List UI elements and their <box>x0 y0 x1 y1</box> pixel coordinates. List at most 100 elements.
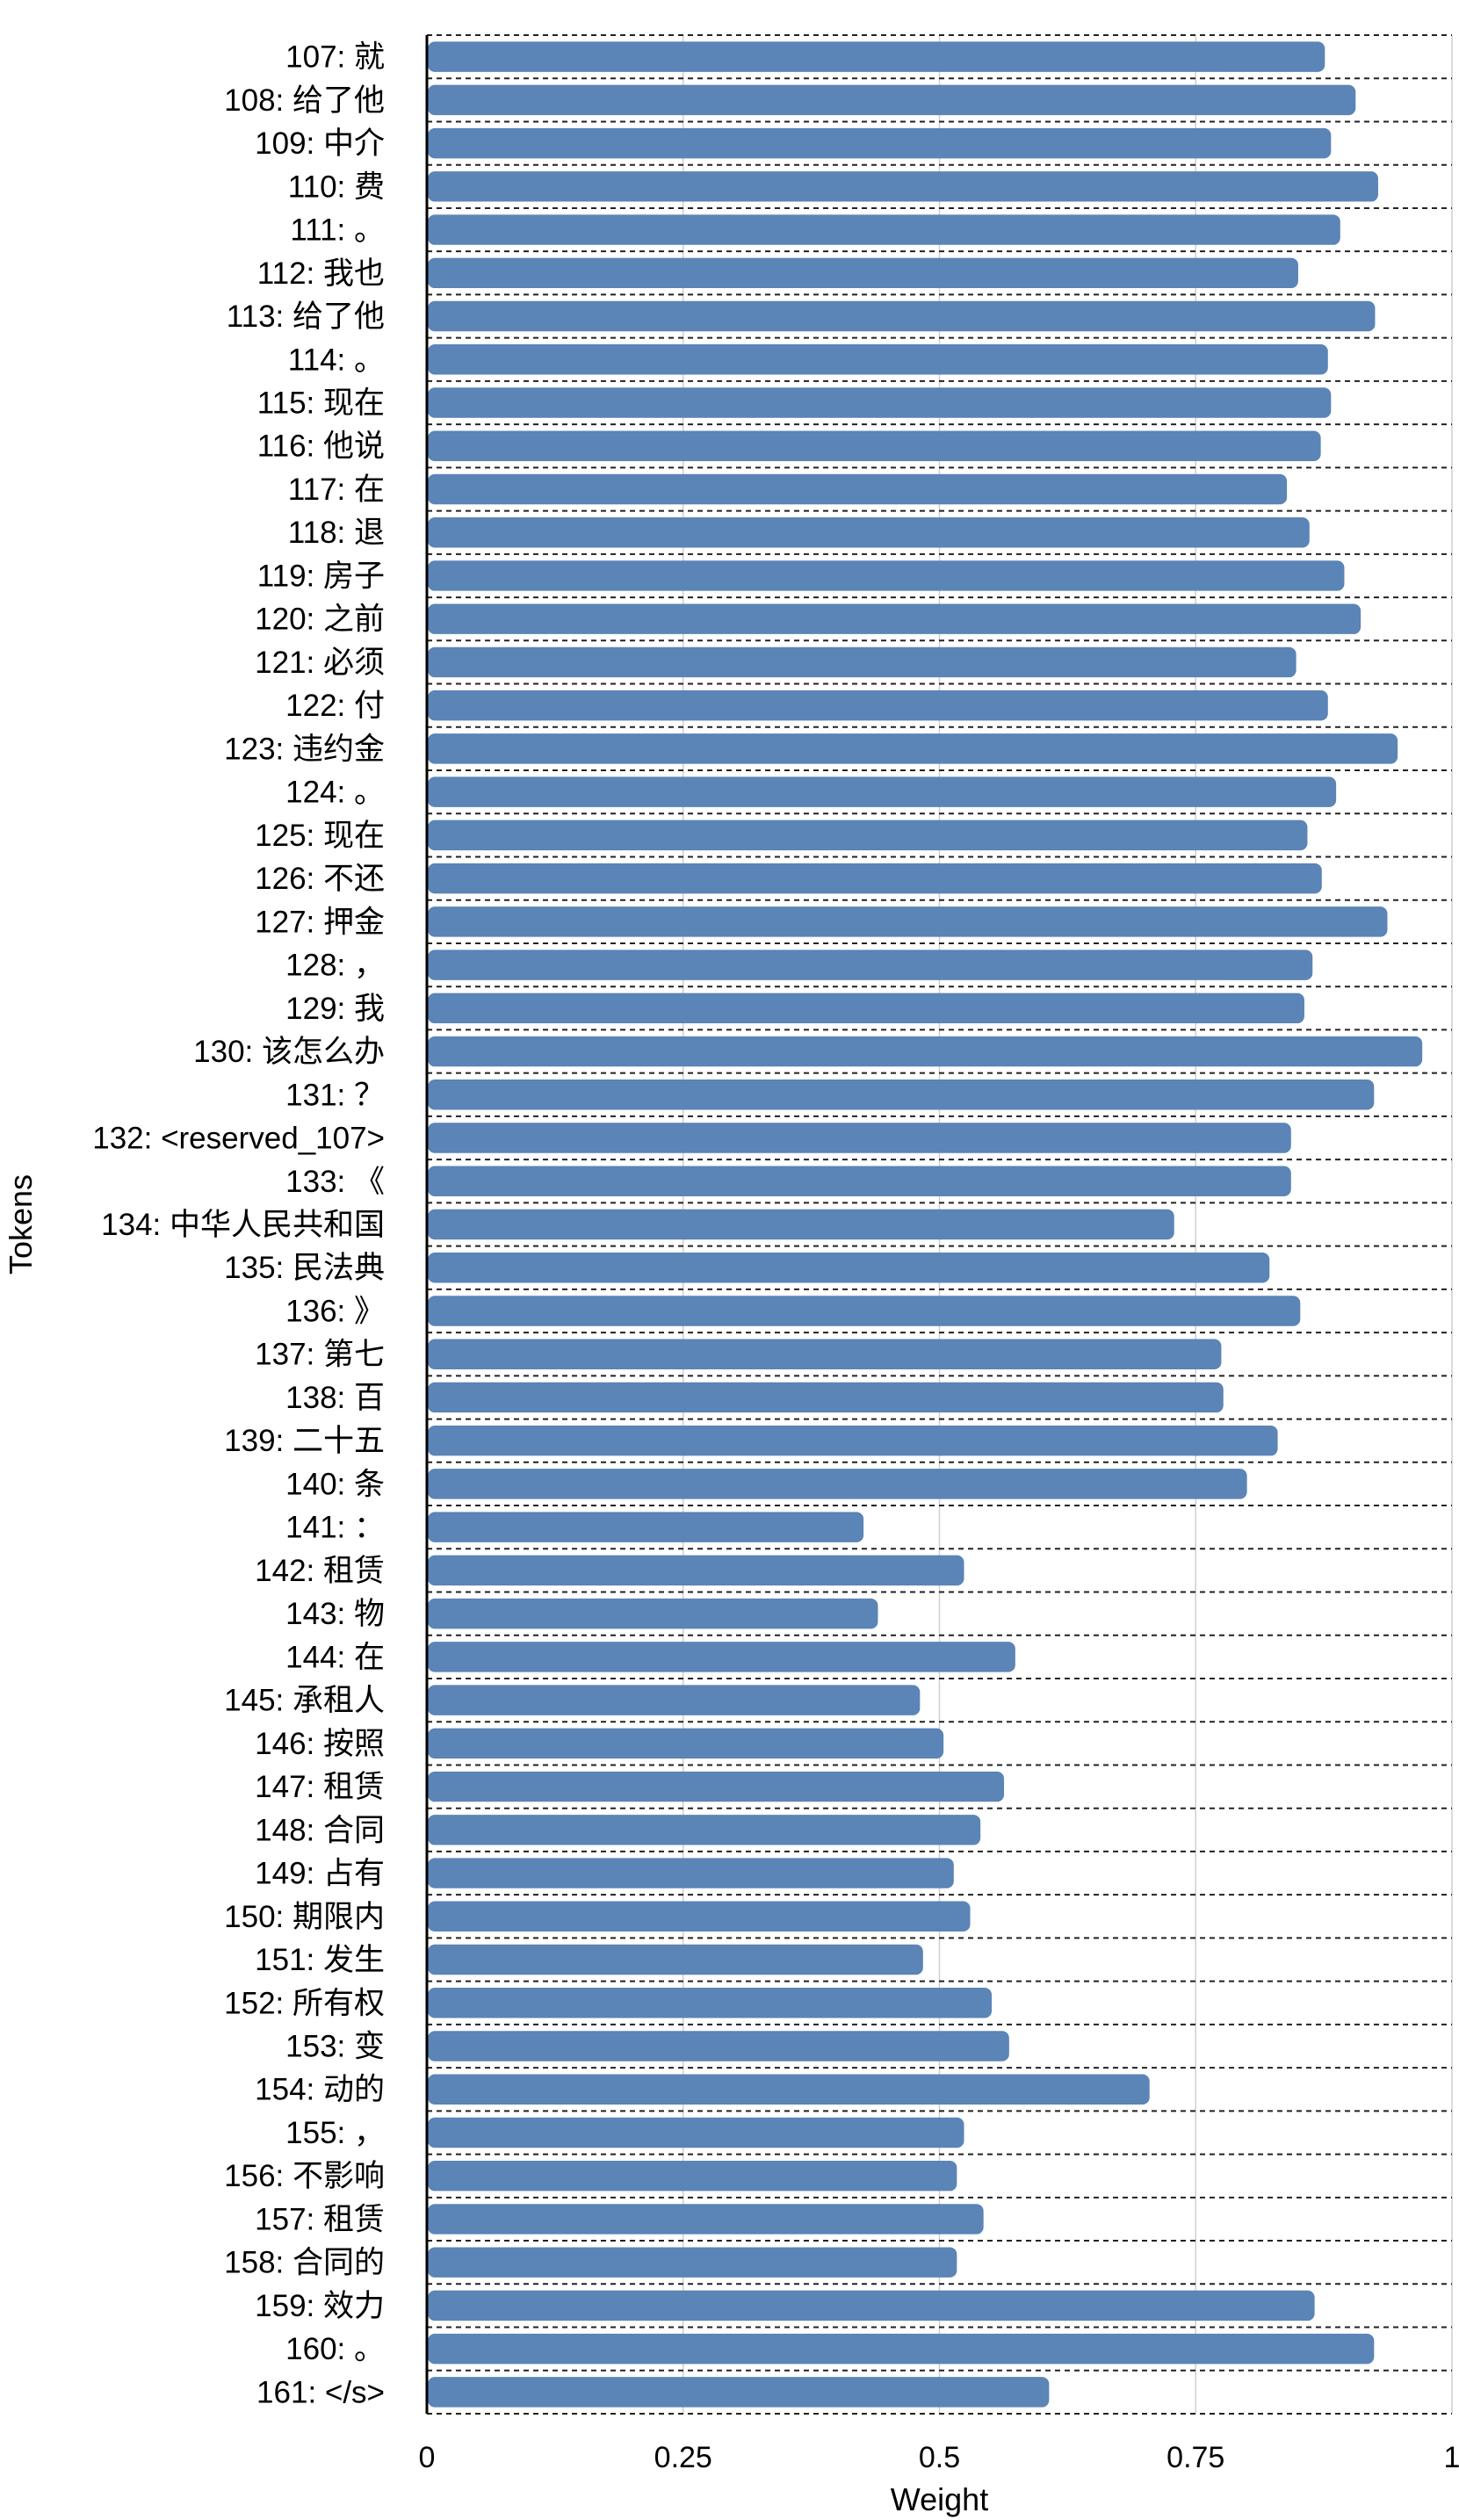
y-category-label: 137: 第七 <box>255 1338 385 1372</box>
y-category-label: 151: 发生 <box>255 1943 385 1977</box>
bar <box>428 1944 923 1975</box>
x-tick-label: 1 <box>1444 2441 1459 2474</box>
bar <box>428 1339 1222 1369</box>
bar <box>428 1598 878 1629</box>
bar <box>428 1253 1270 1283</box>
y-category-label: 121: 必须 <box>255 646 385 680</box>
bar <box>428 1642 1015 1672</box>
bar <box>428 2377 1050 2408</box>
y-category-label: 122: 付 <box>285 689 385 723</box>
y-category-label: 124: 。 <box>285 776 385 810</box>
y-category-label: 128: ， <box>285 949 385 983</box>
bar <box>428 2204 984 2235</box>
y-category-label: 144: 在 <box>285 1640 385 1674</box>
bar <box>428 1728 944 1759</box>
y-category-label: 142: 租赁 <box>255 1554 385 1588</box>
x-tick-labels-layer: 0 0.25 0.5 0.75 1 <box>419 2441 1459 2474</box>
bar <box>428 2031 1009 2061</box>
y-category-label: 157: 租赁 <box>255 2202 385 2236</box>
y-category-label: 113: 给了他 <box>227 300 385 334</box>
y-axis-title: Tokens <box>3 1174 39 1274</box>
bar <box>428 214 1340 245</box>
bar <box>428 603 1361 634</box>
y-category-label: 147: 租赁 <box>255 1770 385 1804</box>
y-category-label: 159: 效力 <box>255 2289 385 2323</box>
bar <box>428 1209 1174 1240</box>
y-category-label: 115: 现在 <box>257 386 385 421</box>
y-category-label: 131: ？ <box>285 1078 385 1112</box>
bar <box>428 1901 971 1932</box>
y-category-label: 120: 之前 <box>255 603 385 637</box>
bar <box>428 2290 1315 2321</box>
y-category-label: 133: 《 <box>285 1165 385 1199</box>
y-category-label: 126: 不还 <box>255 862 385 896</box>
y-category-label: 110: 费 <box>288 170 385 204</box>
y-category-label: 146: 按照 <box>255 1727 385 1761</box>
y-category-label: 143: 物 <box>285 1597 385 1631</box>
y-category-label: 160: 。 <box>285 2332 385 2366</box>
bar <box>428 1296 1301 1326</box>
y-category-label: 109: 中介 <box>255 126 385 161</box>
bar <box>428 516 1310 548</box>
bar <box>428 1123 1291 1153</box>
bar <box>428 906 1388 937</box>
bar <box>428 1512 864 1542</box>
y-category-label: 138: 百 <box>285 1381 385 1415</box>
bar <box>428 993 1304 1024</box>
y-category-label: 130: 该怎么办 <box>193 1035 385 1069</box>
bar <box>428 950 1313 980</box>
y-category-label: 125: 现在 <box>255 819 385 853</box>
bar <box>428 1988 993 2018</box>
y-category-label: 148: 合同 <box>255 1813 385 1847</box>
bar <box>428 646 1296 678</box>
category-labels-layer: 107: 就 108: 给了他 109: 中介 110: 费 111: 。 112: 我也… <box>92 40 385 2410</box>
bar <box>428 2074 1150 2105</box>
y-category-label: 132: <reserved_107> <box>92 1122 385 1156</box>
y-category-label: 134: 中华人民共和国 <box>101 1208 385 1242</box>
bar <box>428 1425 1278 1456</box>
y-category-label: 141: ： <box>285 1511 385 1545</box>
y-category-label: 155: ， <box>285 2116 385 2150</box>
y-category-label: 118: 退 <box>288 516 385 550</box>
y-category-label: 149: 占有 <box>255 1857 385 1891</box>
bar <box>428 1771 1005 1802</box>
x-tick-label: 0.5 <box>919 2441 960 2474</box>
y-category-label: 119: 房子 <box>257 559 385 593</box>
y-category-label: 108: 给了他 <box>224 83 385 118</box>
y-category-label: 145: 承租人 <box>224 1684 385 1718</box>
bar <box>428 863 1322 894</box>
y-category-label: 136: 》 <box>285 1294 385 1328</box>
y-category-label: 156: 不影响 <box>224 2159 385 2193</box>
bar <box>428 171 1378 202</box>
y-category-label: 140: 条 <box>285 1467 385 1501</box>
x-axis-title: Weight <box>891 2481 988 2517</box>
bar <box>428 473 1288 505</box>
bar <box>428 430 1321 461</box>
bars-layer <box>428 41 1423 2408</box>
bar <box>428 733 1398 764</box>
bar <box>428 1166 1291 1196</box>
bar <box>428 41 1325 72</box>
y-category-label: 161: </s> <box>256 2375 385 2409</box>
bar <box>428 1079 1375 1110</box>
row-separator-layer <box>427 34 1452 2415</box>
bar <box>428 820 1308 851</box>
y-category-label: 154: 动的 <box>255 2073 385 2107</box>
bar <box>428 1555 964 1586</box>
y-category-label: 116: 他说 <box>257 430 385 464</box>
y-category-label: 135: 民法典 <box>224 1251 385 1285</box>
bar <box>428 2247 957 2278</box>
bar <box>428 2117 964 2148</box>
y-category-label: 112: 我也 <box>257 256 385 291</box>
x-tick-label: 0.75 <box>1166 2441 1224 2474</box>
bar <box>428 1815 981 1845</box>
bar <box>428 387 1332 418</box>
y-category-label: 117: 在 <box>288 473 385 507</box>
y-category-label: 111: 。 <box>290 213 385 248</box>
x-tick-label: 0 <box>419 2441 436 2474</box>
bar <box>428 1685 921 1715</box>
x-tick-label: 0.25 <box>654 2441 712 2474</box>
y-category-label: 127: 押金 <box>255 905 385 939</box>
y-category-label: 123: 违约金 <box>224 732 385 766</box>
bar <box>428 1469 1247 1499</box>
